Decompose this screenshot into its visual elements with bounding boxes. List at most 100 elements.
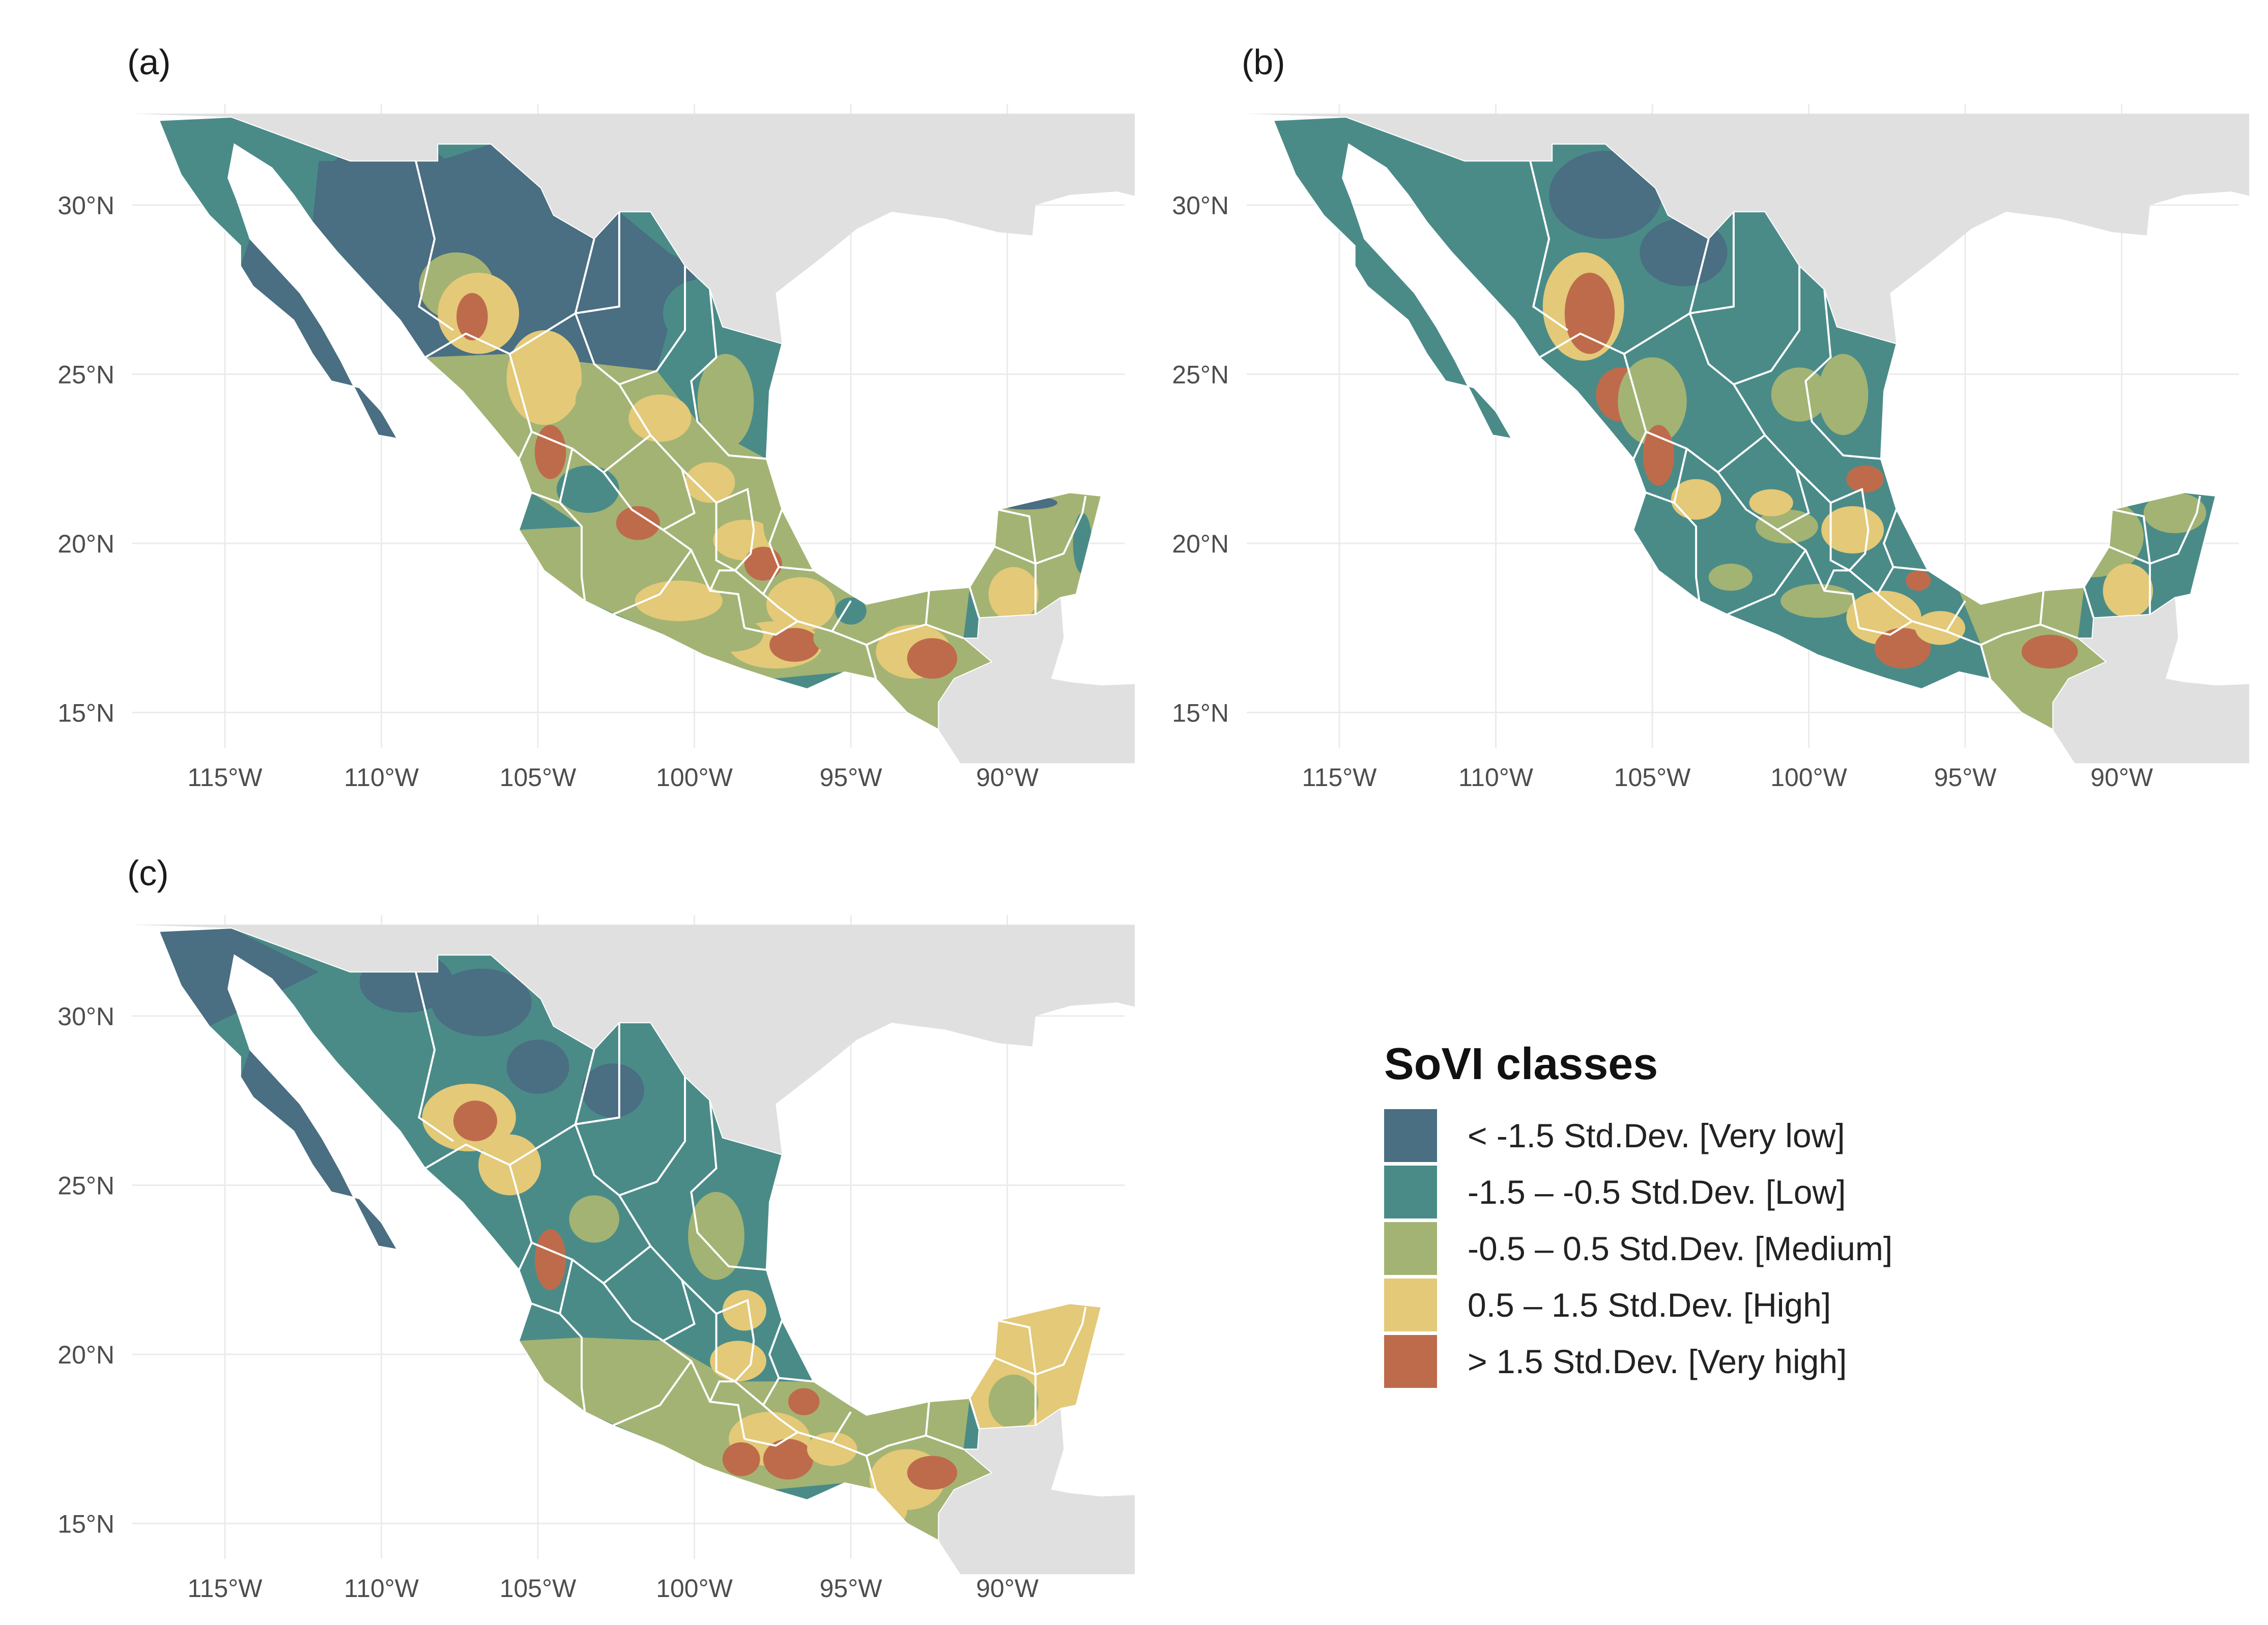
state-border	[1804, 289, 1881, 460]
legend-swatch	[1384, 1222, 1437, 1275]
lon-tick-label: 110°W	[344, 763, 419, 792]
sovi-patch	[976, 503, 1064, 564]
sovi-patch	[813, 621, 870, 655]
state-border	[1945, 600, 1966, 632]
state-border	[575, 212, 620, 314]
panel-c-map: 30°N 25°N 20°N 15°N 115°W 110°W 105°W 100°W 95°W…	[58, 915, 1135, 1603]
lon-tick-label: 100°W	[1770, 763, 1847, 792]
legend-label: 0.5 – 1.5 Std.Dev. [High]	[1468, 1286, 1831, 1324]
sovi-patch	[1039, 1307, 1095, 1341]
panel-c-tag: (c)	[127, 853, 169, 893]
sovi-patch	[534, 425, 566, 479]
mexico-outline	[1273, 117, 2217, 731]
lat-tick-label: 30°N	[58, 191, 114, 220]
legend-label: -1.5 – -0.5 Std.Dev. [Low]	[1468, 1173, 1846, 1211]
sovi-patch	[453, 1100, 498, 1142]
lon-tick-label: 95°W	[1934, 763, 1997, 792]
legend-label: < -1.5 Std.Dev. [Very low]	[1468, 1116, 1845, 1154]
lon-tick-label: 110°W	[1458, 763, 1534, 792]
lat-tick-label: 30°N	[58, 1002, 114, 1031]
mexico-outline	[158, 117, 1102, 731]
state-border	[2039, 590, 2045, 625]
sovi-patch	[569, 1195, 619, 1243]
lat-tick-label: 15°N	[58, 699, 114, 728]
state-border	[831, 600, 852, 632]
sovi-patch	[506, 330, 582, 425]
sovi-patch	[1906, 570, 1931, 591]
sovi-patch	[635, 581, 723, 621]
sovi-patch	[835, 597, 867, 625]
state-border	[1777, 469, 1810, 531]
legend-label: > 1.5 Std.Dev. [Very high]	[1468, 1342, 1847, 1380]
state-border	[1688, 266, 1801, 386]
guatemala-belize-land	[938, 597, 1135, 764]
sovi-patch	[1821, 506, 1884, 554]
lat-tick-label: 20°N	[1172, 530, 1229, 558]
panel-b-map: 30°N 25°N 20°N 15°N 115°W 110°W 105°W 100°W 95°W…	[1172, 104, 2249, 792]
sovi-patch	[807, 1432, 857, 1466]
sovi-patch	[2103, 563, 2153, 618]
lon-tick-label: 95°W	[820, 763, 883, 792]
sovi-patch	[1874, 628, 1931, 669]
sovi-patch	[456, 293, 488, 340]
state-border	[574, 1077, 686, 1197]
state-border	[925, 1401, 930, 1436]
sovi-patch	[688, 1192, 744, 1280]
mexico-choropleth	[159, 928, 1101, 1541]
panel-a-tag: (a)	[127, 42, 171, 82]
state-border	[768, 1320, 783, 1379]
sovi-patch	[1671, 479, 1721, 520]
legend-item-high: 0.5 – 1.5 Std.Dev. [High]	[1384, 1276, 1892, 1333]
state-border	[1823, 569, 1850, 591]
state-border	[612, 1360, 693, 1427]
state-border	[744, 1431, 877, 1490]
sovi-patch	[1755, 509, 1818, 543]
region-fill	[656, 1077, 782, 1270]
sovi-patch	[769, 628, 820, 662]
lon-tick-label: 90°W	[976, 1574, 1039, 1603]
state-border	[925, 590, 930, 625]
sovi-patch	[1781, 584, 1856, 618]
state-border	[1689, 212, 1735, 314]
sovi-patch	[1618, 357, 1687, 446]
lon-tick-label: 105°W	[500, 1574, 577, 1603]
state-border	[415, 972, 454, 1142]
legend-swatch	[1384, 1109, 1437, 1162]
legend: SoVI classes < -1.5 Std.Dev. [Very low] …	[1384, 1038, 1892, 1389]
panel-a-map: 30°N 25°N 20°N 15°N 115°W 110°W 105°W 100°W 95°W…	[58, 104, 1135, 792]
sovi-patch	[1643, 425, 1675, 486]
lon-tick-label: 90°W	[976, 763, 1039, 792]
sovi-patch	[907, 638, 958, 679]
state-border	[575, 1023, 620, 1125]
state-border	[663, 1280, 696, 1342]
state-border	[709, 569, 735, 591]
state-border	[1727, 549, 1807, 616]
lon-tick-label: 110°W	[344, 1574, 419, 1603]
state-border	[574, 266, 686, 386]
lon-tick-label: 115°W	[188, 1574, 263, 1603]
sovi-patch	[700, 618, 763, 652]
lat-tick-label: 30°N	[1172, 191, 1229, 220]
state-border	[1980, 623, 2079, 646]
state-border	[831, 1411, 852, 1443]
usa-land	[131, 113, 1135, 344]
legend-swatch	[1384, 1165, 1437, 1218]
state-border	[2083, 587, 2095, 618]
state-border	[690, 289, 767, 460]
lon-tick-label: 115°W	[1302, 763, 1377, 792]
sovi-patch	[1771, 367, 1828, 422]
legend-label: -0.5 – 0.5 Std.Dev. [Medium]	[1468, 1229, 1893, 1267]
mexico-choropleth	[1273, 117, 2216, 730]
sovi-patch	[556, 466, 619, 513]
legend-item-medium: -0.5 – 0.5 Std.Dev. [Medium]	[1384, 1220, 1892, 1276]
sovi-patch	[506, 1039, 569, 1094]
lat-tick-label: 25°N	[58, 361, 114, 389]
state-border	[649, 1245, 755, 1341]
state-border	[997, 1319, 1037, 1375]
sovi-patch	[988, 1374, 1039, 1429]
state-border	[744, 620, 877, 679]
guatemala-belize-land	[2053, 597, 2249, 764]
state-border	[1858, 620, 1992, 679]
lon-tick-label: 100°W	[656, 763, 733, 792]
lat-tick-label: 15°N	[1172, 699, 1229, 728]
